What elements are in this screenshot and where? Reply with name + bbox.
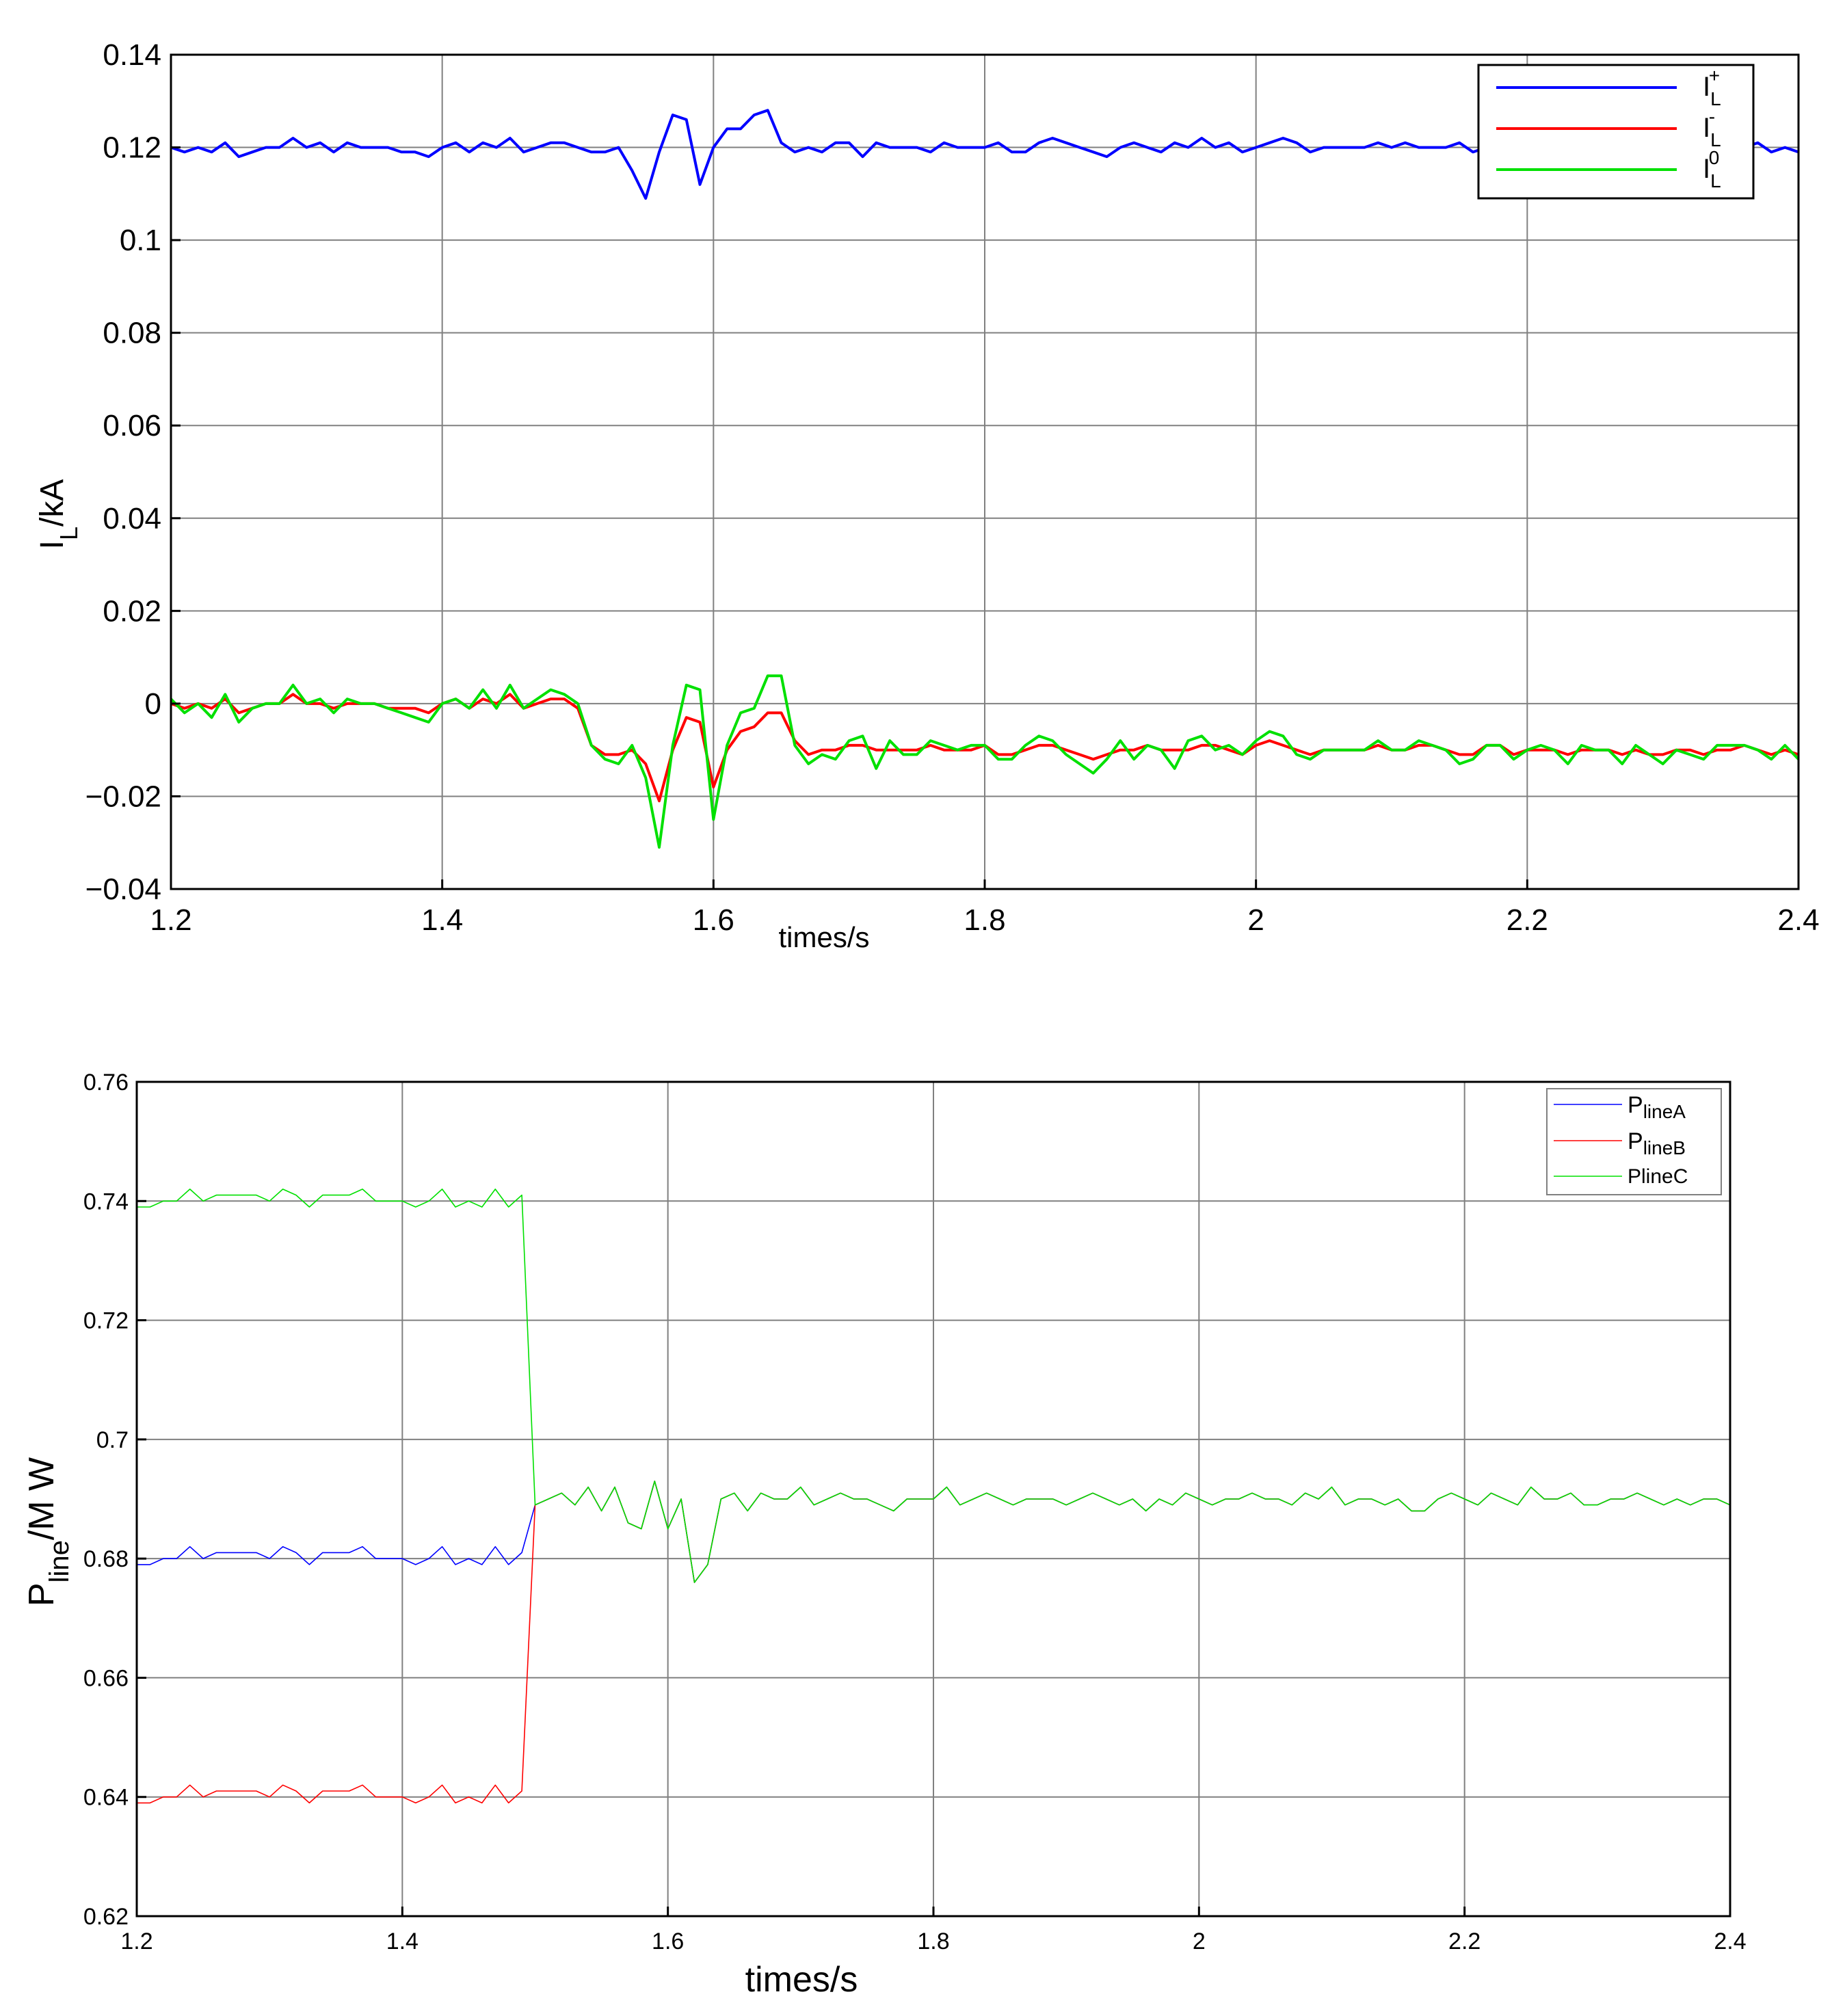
chart2-series-line-2 [137,1189,1731,1583]
chart1-ylabel-main: I [34,540,70,549]
chart2-ticks: 1.2 1.4 1.6 1.8 2 2.2 2.4 0.62 0.64 0.66 0.68 0.7 0.… [83,1070,1747,1954]
chart2-ytick-label: 0.76 [83,1070,129,1096]
chart1-xtick-label: 2.4 [1777,903,1819,937]
chart1-xtick-label: 1.4 [421,903,463,937]
legend1-label-neg: IL- [1703,106,1721,150]
chart2-ylabel-main: P [22,1582,62,1606]
chart1-ytick-label: −0.02 [85,780,161,813]
chart1-x-axis-label: times/s [778,921,869,953]
chart1-ytick-label: −0.04 [85,873,161,906]
chart2-x-axis-label: times/s [745,1960,858,2000]
chart2-xtick-label: 2 [1193,1928,1206,1954]
chart2-ytick-label: 0.74 [83,1189,129,1215]
chart1-ytick-label: 0.12 [103,131,161,165]
chart1-y-axis-label: IL/kA [34,479,83,550]
chart2-ytick-label: 0.7 [96,1427,129,1453]
chart1-xtick-label: 1.6 [693,903,734,937]
chart1-xtick-label: 1.8 [964,903,1005,937]
chart2-series [137,1189,1731,1804]
chart1-xtick-label: 2 [1247,903,1264,937]
chart2-legend: PlineA PlineB PlineC [1546,1088,1722,1195]
chart2-xtick-label: 1.4 [386,1928,419,1954]
chart2-ytick-label: 0.66 [83,1665,129,1691]
chart2-ytick-label: 0.62 [83,1904,129,1930]
chart2-ytick-label: 0.72 [83,1308,129,1334]
svg-text:Pline/M W: Pline/M W [22,1457,75,1606]
chart2-ylabel-sub: line [44,1540,75,1582]
chart2-xtick-label: 1.8 [917,1928,949,1954]
chart1-ylabel-sub: L [55,527,83,540]
legend2-label-c: PlineC [1628,1165,1688,1188]
chart1-ytick-label: 0 [145,687,161,721]
chart1-ylabel-tail: /kA [34,479,70,527]
chart2-xtick-label: 2.2 [1448,1928,1481,1954]
chart2-ylabel-tail: /M W [22,1457,62,1540]
chart2-ytick-label: 0.64 [83,1785,129,1811]
legend2-label-b: PlineB [1628,1128,1686,1158]
chart1-ytick-label: 0.08 [103,317,161,350]
legend1-label-zero: IL0 [1703,147,1721,191]
chart1-ytick-label: 0.06 [103,409,161,442]
chart1-xtick-label: 1.2 [150,903,191,937]
chart1-ytick-label: 0.14 [103,38,161,72]
chart-line-power: 1.2 1.4 1.6 1.8 2 2.2 2.4 0.62 0.64 0.66 0.68 0.7 0.… [22,1070,1747,2000]
chart2-xtick-label: 2.4 [1714,1928,1746,1954]
chart1-ytick-label: 0.02 [103,594,161,628]
svg-text:IL/kA: IL/kA [34,479,83,550]
chart-current-sequence: 1.2 1.4 1.6 1.8 2 2.2 2.4 −0.04 −0.02 0 0.02 0.04 0.… [34,38,1820,953]
chart1-series-line-2 [170,674,1800,849]
chart2-xtick-label: 1.6 [652,1928,684,1954]
chart2-ytick-label: 0.68 [83,1546,129,1572]
chart1-xtick-label: 2.2 [1506,903,1548,937]
chart1-ticks: 1.2 1.4 1.6 1.8 2 2.2 2.4 −0.04 −0.02 0 0.02 0.04 0.… [85,38,1820,937]
chart1-legend: IL+ IL- IL0 [1477,64,1755,200]
chart1-ytick-label: 0.1 [120,224,161,257]
legend2-label-a: PlineA [1628,1092,1686,1122]
chart1-ytick-label: 0.04 [103,502,161,535]
chart2-y-axis-label: Pline/M W [22,1457,75,1606]
legend1-label-pos: IL+ [1703,65,1721,109]
chart2-xtick-label: 1.2 [120,1928,152,1954]
